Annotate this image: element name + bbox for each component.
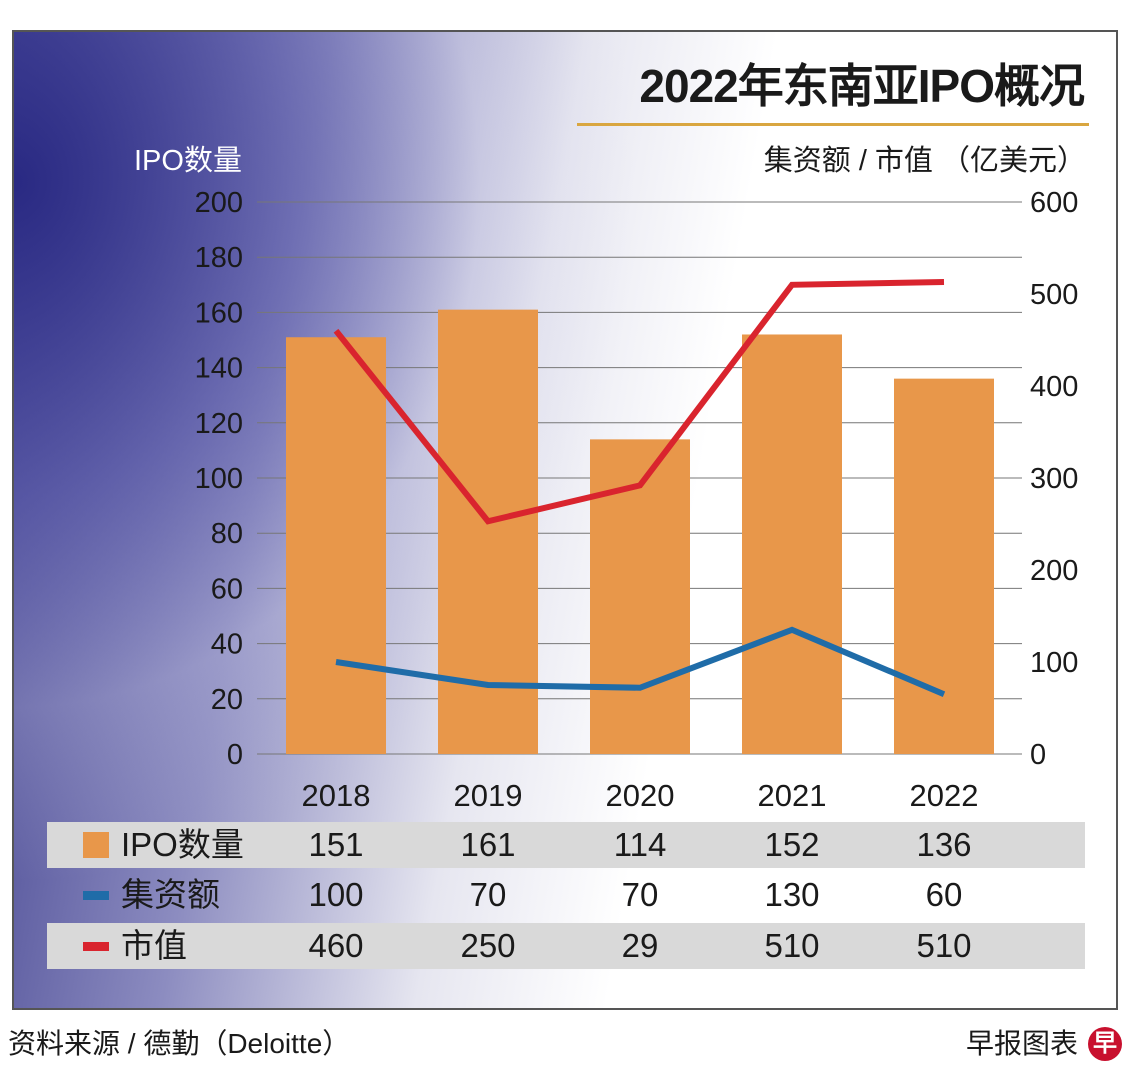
brand-label: 早报图表 — [965, 1028, 1078, 1059]
legend-swatch — [83, 891, 109, 900]
left-tick-label: 20 — [211, 684, 243, 716]
x-tick-label: 2021 — [758, 778, 827, 813]
table-cell: 510 — [764, 927, 820, 964]
table-cell: 70 — [621, 876, 659, 913]
left-tick-label: 80 — [211, 518, 243, 550]
row-label: IPO数量 — [121, 826, 244, 863]
table-cell: 152 — [764, 826, 820, 863]
right-tick-label: 300 — [1030, 463, 1078, 495]
left-tick-label: 120 — [195, 408, 243, 440]
right-tick-label: 600 — [1030, 187, 1078, 219]
left-axis-title: IPO数量 — [134, 145, 242, 177]
table-cell: 460 — [308, 927, 364, 964]
row-label: 市值 — [121, 927, 187, 964]
left-tick-label: 60 — [211, 573, 243, 605]
table-cell: 151 — [308, 826, 364, 863]
legend-swatch — [83, 942, 109, 951]
table-cell: 70 — [469, 876, 507, 913]
chart-title: 2022年东南亚IPO概况 — [639, 60, 1085, 112]
right-tick-label: 400 — [1030, 371, 1078, 403]
chart-svg: 0 20 40 60 80 100 120 140 160 180 200 0 100 200 300 400… — [195, 187, 1079, 813]
left-tick-label: 140 — [195, 353, 243, 385]
chart-frame: 0 20 40 60 80 100 120 140 160 180 200 0 100 200 300 400… — [12, 30, 1118, 1010]
title-underline — [577, 123, 1089, 126]
right-tick-label: 100 — [1030, 647, 1078, 679]
legend-swatch — [83, 832, 109, 858]
left-tick-label: 180 — [195, 242, 243, 274]
table-cell: 60 — [925, 876, 963, 913]
table-row: 集资额 100 70 70 130 60 — [47, 872, 1085, 918]
x-tick-label: 2022 — [910, 778, 979, 813]
left-tick-label: 100 — [195, 463, 243, 495]
row-label: 集资额 — [121, 876, 220, 913]
bar-2018 — [286, 337, 386, 754]
right-tick-label: 200 — [1030, 555, 1078, 587]
x-tick-label: 2019 — [454, 778, 523, 813]
source-note: 资料来源 / 德勤（Deloitte） — [8, 1028, 351, 1059]
brand-logo: 早 — [1088, 1027, 1122, 1061]
table-cell: 29 — [621, 927, 659, 964]
table-cell: 114 — [613, 826, 667, 863]
bar-2021 — [742, 334, 842, 754]
bar-2022 — [894, 378, 994, 754]
table-cell: 100 — [308, 876, 364, 913]
table-cell: 161 — [460, 826, 516, 863]
table-row: 市值 460 250 29 510 510 — [47, 923, 1085, 969]
left-tick-label: 40 — [211, 629, 243, 661]
left-tick-label: 200 — [195, 187, 243, 219]
table-cell: 510 — [916, 927, 972, 964]
table-cell: 136 — [916, 826, 972, 863]
left-tick-label: 160 — [195, 297, 243, 329]
right-tick-label: 500 — [1030, 279, 1078, 311]
table-cell: 130 — [764, 876, 820, 913]
table-cell: 250 — [460, 927, 516, 964]
x-tick-label: 2018 — [302, 778, 371, 813]
left-tick-label: 0 — [227, 739, 243, 771]
table-row: IPO数量 151 161 114 152 136 — [47, 822, 1085, 868]
right-tick-label: 0 — [1030, 739, 1046, 771]
right-axis-title: 集资额 / 市值 （亿美元） — [763, 145, 1086, 177]
x-tick-label: 2020 — [606, 778, 675, 813]
